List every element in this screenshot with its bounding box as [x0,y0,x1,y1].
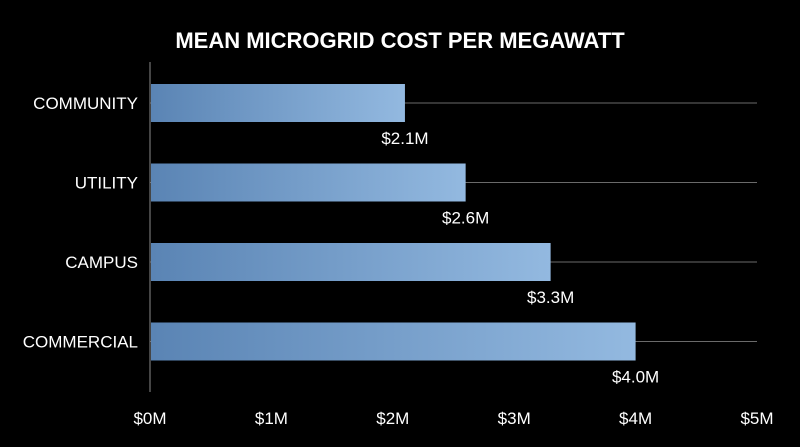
x-tick-label: $5M [740,409,773,428]
x-tick-label: $2M [376,409,409,428]
labels: $0M $1M $2M $3M $4M $5M COMMUNITY $2.1M UTILITY $… [23,94,774,428]
category-label: CAMPUS [65,253,138,272]
category-label: COMMUNITY [33,94,138,113]
value-label: $2.1M [381,129,428,148]
bars [151,84,636,361]
x-tick-label: $4M [619,409,652,428]
bar-campus [151,243,551,281]
bar-community [151,84,405,122]
category-label: UTILITY [75,174,138,193]
x-tick-label: $3M [498,409,531,428]
category-label: COMMERCIAL [23,333,138,352]
value-label: $2.6M [442,209,489,228]
value-label: $3.3M [527,288,574,307]
bar-utility [151,163,466,202]
x-tick-label: $1M [255,409,288,428]
chart-title: MEAN MICROGRID COST PER MEGAWATT [175,28,625,53]
bar-commercial [151,322,636,361]
x-tick-label: $0M [133,409,166,428]
value-label: $4.0M [612,368,659,387]
